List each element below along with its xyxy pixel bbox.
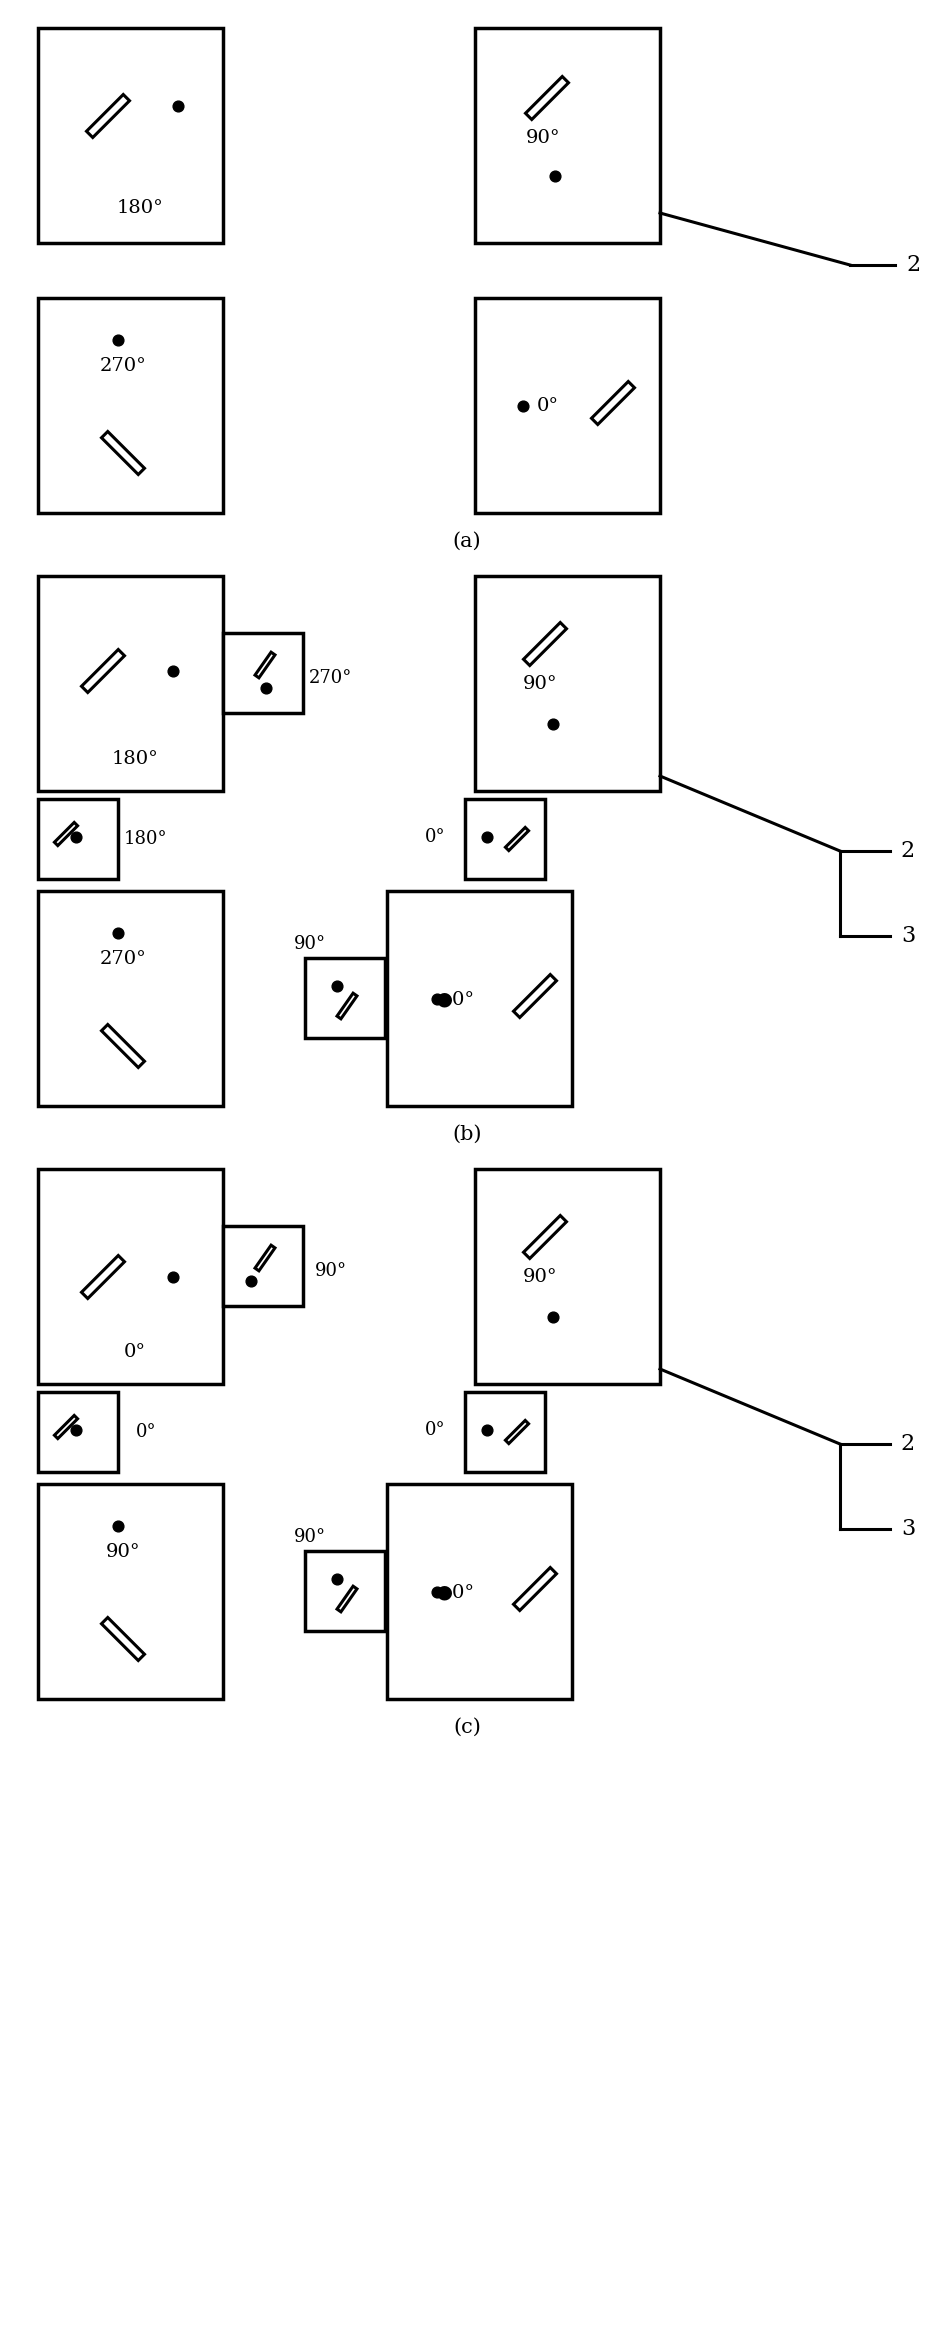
Point [479,819,494,856]
Bar [465,1392,545,1471]
Bar [38,1392,118,1471]
Bar [38,576,223,791]
Text: 3: 3 [901,926,915,947]
Point [68,1411,83,1448]
Bar [38,800,118,879]
Point [259,669,274,707]
Point [110,1506,125,1544]
Bar [38,298,223,513]
Text: 90°: 90° [315,1262,347,1280]
Text: ●0°: ●0° [435,991,474,1007]
Text: 0°: 0° [425,1420,446,1439]
Bar [475,1168,660,1383]
Text: 270°: 270° [100,949,147,968]
Bar [38,891,223,1105]
Point [165,1259,180,1297]
Bar [475,576,660,791]
Point [110,322,125,359]
Text: 2: 2 [901,1432,915,1455]
Text: 90°: 90° [294,1527,326,1546]
Bar [38,1168,223,1383]
Bar [223,632,303,714]
Text: 0°: 0° [124,1343,146,1362]
Text: 90°: 90° [294,935,326,954]
Point [165,653,180,690]
Text: (b): (b) [452,1124,482,1143]
Text: 3: 3 [901,1518,915,1539]
Point [545,1299,560,1336]
Point [547,156,562,194]
Bar [305,958,385,1038]
Bar [465,800,545,879]
Bar [387,891,572,1105]
Point [244,1262,259,1299]
Bar [475,28,660,243]
Text: 270°: 270° [100,357,147,375]
Point [330,1560,345,1597]
Point [516,387,531,424]
Text: 270°: 270° [309,669,353,688]
Text: 90°: 90° [526,128,560,147]
Text: 90°: 90° [523,1269,558,1285]
Point [430,1574,445,1611]
Bar [38,1483,223,1700]
Point [171,86,186,124]
Text: 2: 2 [901,840,915,863]
Bar [223,1227,303,1306]
Text: (a): (a) [453,532,481,550]
Point [110,914,125,951]
Bar [475,298,660,513]
Point [430,979,445,1017]
Text: (c): (c) [453,1716,481,1737]
Text: 180°: 180° [111,751,159,767]
Point [330,968,345,1005]
Point [68,819,83,856]
Bar [38,28,223,243]
Point [479,1411,494,1448]
Text: 90°: 90° [523,674,558,693]
Bar [305,1551,385,1630]
Text: 0°: 0° [537,396,559,415]
Point [545,704,560,742]
Text: 0°: 0° [425,828,446,847]
Text: 2: 2 [906,254,920,275]
Text: 90°: 90° [106,1544,140,1560]
Bar [387,1483,572,1700]
Text: ●0°: ●0° [435,1583,474,1602]
Text: 180°: 180° [117,198,163,217]
Text: 0°: 0° [135,1423,156,1441]
Text: 180°: 180° [124,830,168,849]
